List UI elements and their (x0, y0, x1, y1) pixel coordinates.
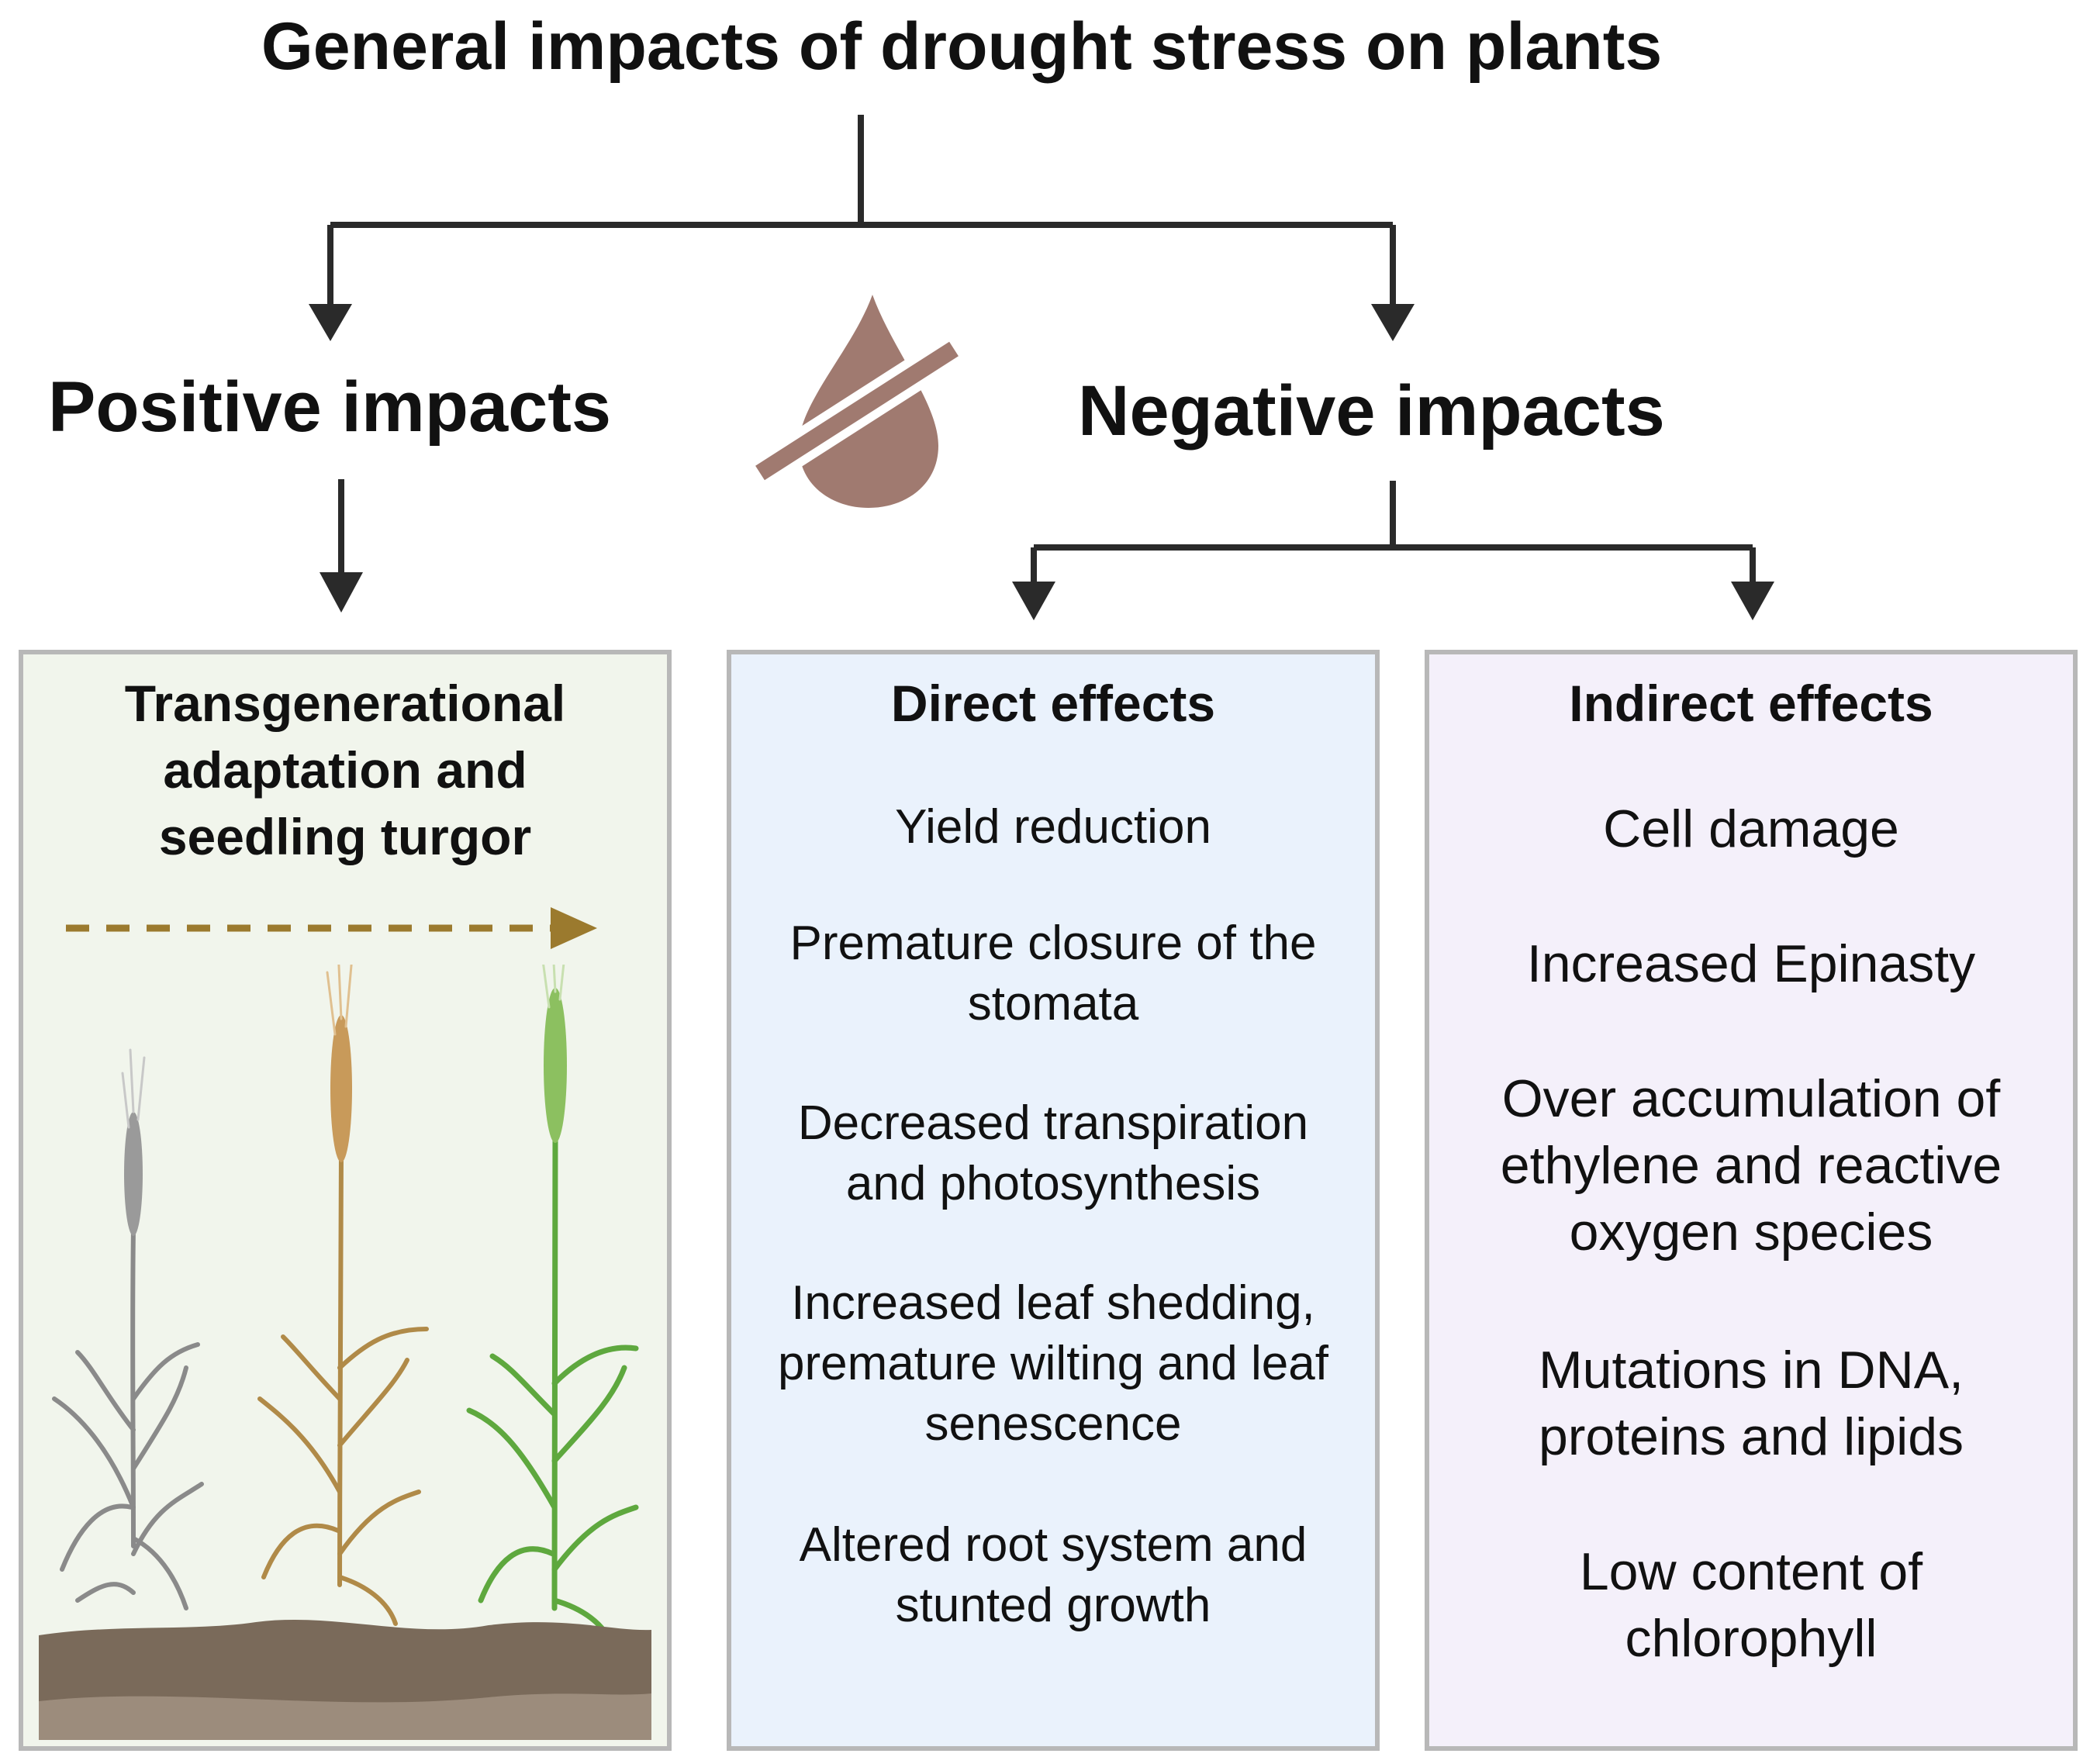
positive-box-title: Transgenerational adaptation and seedlin… (23, 670, 667, 870)
indirect-item-chlorophyll: Low content of chlorophyll (1437, 1538, 2065, 1672)
green-wheat-plant (466, 965, 639, 1650)
indirect-item-3-line-3: oxygen species (1569, 1203, 1933, 1262)
direct-item-1-line-1: Yield reduction (895, 800, 1211, 854)
indirect-item-3-line-1: Over accumulation of (1501, 1069, 2001, 1128)
direct-item-transpiration: Decreased transpiration and photosynthes… (739, 1093, 1367, 1214)
indirect-item-ethylene-ros: Over accumulation of ethylene and reacti… (1437, 1065, 2065, 1265)
arrow-head-indirect (1731, 582, 1774, 620)
direct-effects-box: Direct effects Yield reduction Premature… (727, 650, 1380, 1751)
indirect-item-5-line-2: chlorophyll (1625, 1609, 1878, 1668)
wheat-plants-illustration (39, 965, 651, 1740)
negative-impacts-heading: Negative impacts (1078, 371, 1665, 450)
brown-wheat-plant (257, 965, 429, 1626)
direct-item-2-line-2: stomata (967, 977, 1139, 1030)
indirect-item-2-line-1: Increased Epinasty (1526, 934, 1976, 993)
positive-impacts-box: Transgenerational adaptation and seedlin… (19, 650, 672, 1751)
direct-item-4-line-2: premature wilting and leaf (778, 1337, 1328, 1390)
direct-item-5-line-2: stunted growth (895, 1579, 1211, 1632)
positive-box-title-line-3: seedling turgor (158, 808, 532, 865)
indirect-item-epinasty: Increased Epinasty (1437, 930, 2065, 997)
indirect-effects-box: Indirect effects Cell damage Increased E… (1425, 650, 2078, 1751)
direct-item-4-line-1: Increased leaf shedding, (791, 1276, 1315, 1330)
arrow-head-positive-box (320, 572, 363, 613)
direct-item-2-line-1: Premature closure of the (789, 917, 1317, 970)
indirect-item-cell-damage: Cell damage (1437, 796, 2065, 862)
no-water-drop-icon (751, 295, 963, 508)
indirect-item-5-line-1: Low content of (1579, 1542, 1923, 1601)
indirect-item-4-line-2: proteins and lipids (1538, 1407, 1964, 1466)
direct-item-stomata: Premature closure of the stomata (739, 913, 1367, 1034)
direct-item-3-line-2: and photosynthesis (845, 1157, 1261, 1210)
indirect-item-3-line-2: ethylene and reactive (1500, 1136, 2002, 1195)
dashed-progress-arrow (66, 907, 597, 949)
direct-item-4-line-3: senescence (924, 1397, 1182, 1451)
direct-effects-title: Direct effects (890, 675, 1216, 732)
arrow-head-negative (1371, 304, 1415, 341)
diagram-title: General impacts of drought stress on pla… (261, 9, 1663, 84)
positive-box-title-line-1: Transgenerational (124, 675, 566, 732)
direct-item-3-line-1: Decreased transpiration (797, 1096, 1309, 1150)
arrow-head-positive (309, 304, 352, 341)
indirect-item-1-line-1: Cell damage (1603, 799, 1899, 858)
indirect-item-4-line-1: Mutations in DNA, (1539, 1341, 1964, 1400)
positive-box-title-line-2: adaptation and (163, 741, 527, 799)
direct-item-5-line-1: Altered root system and (799, 1518, 1308, 1572)
positive-impacts-heading: Positive impacts (48, 368, 612, 447)
indirect-effects-title: Indirect effects (1569, 675, 1933, 732)
grey-wheat-plant (52, 1048, 204, 1610)
direct-item-yield-reduction: Yield reduction (739, 797, 1367, 858)
indirect-item-mutations: Mutations in DNA, proteins and lipids (1437, 1337, 2065, 1470)
direct-item-root-system: Altered root system and stunted growth (739, 1515, 1367, 1636)
direct-item-leaf-shedding: Increased leaf shedding, premature wilti… (739, 1273, 1367, 1455)
arrow-head-direct (1012, 582, 1055, 620)
